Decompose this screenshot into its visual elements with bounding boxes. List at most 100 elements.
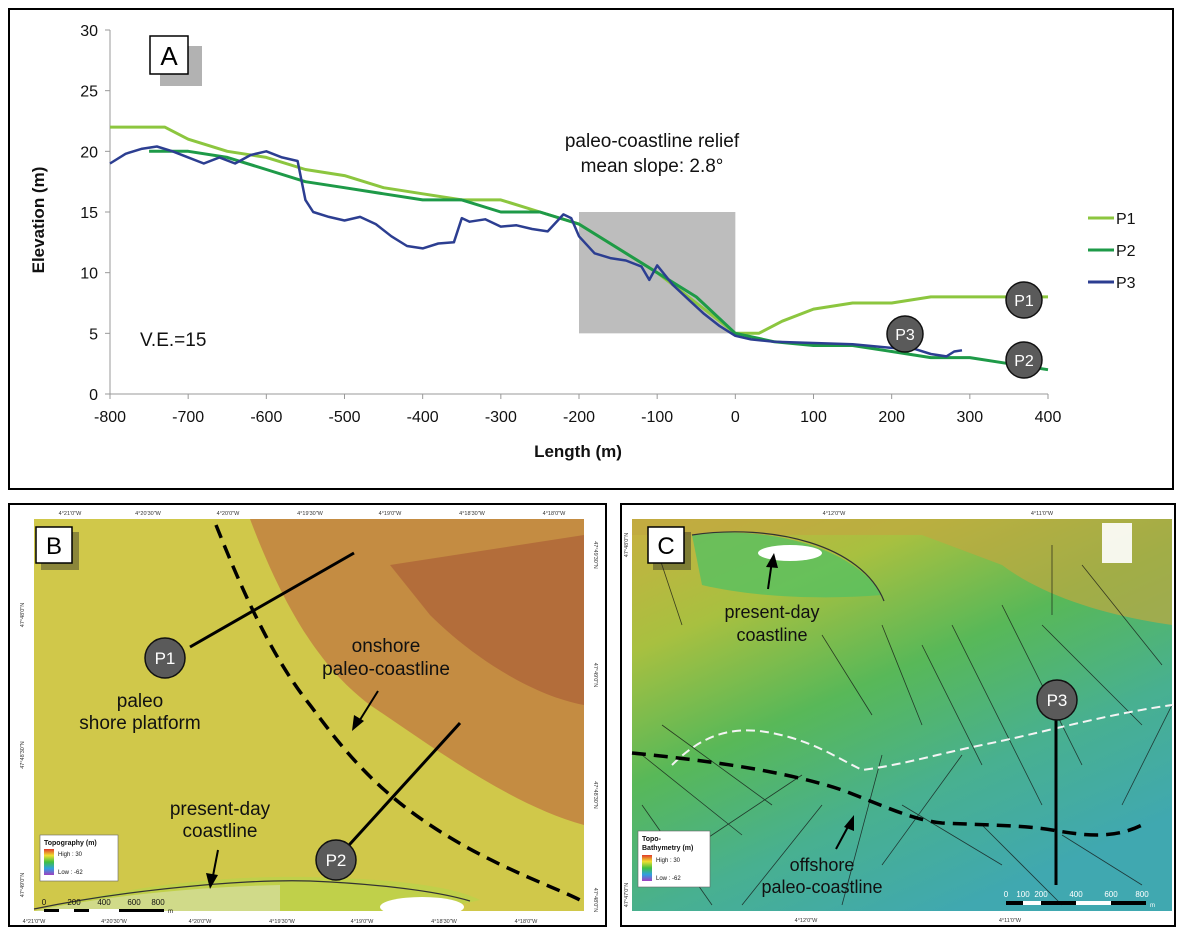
map-b-left-coord-2: 47°49'0"N <box>20 873 26 897</box>
x-tick-label: 0 <box>731 409 740 426</box>
marker-p3-label: P3 <box>895 327 915 344</box>
legend-label-p2: P2 <box>1116 243 1136 260</box>
map-c-fault-lines <box>641 534 1173 906</box>
map-c-marker-p3: P3 <box>1036 679 1078 721</box>
chart-legend: P1 P2 P3 <box>1088 211 1136 292</box>
y-tick-label: 25 <box>80 84 98 101</box>
map-c-white-block <box>1102 523 1132 563</box>
map-b-bottom-coord-3: 4°19'30"W <box>269 919 295 925</box>
map-b-marker-p1-label: P1 <box>155 649 176 668</box>
map-c-scale-200: 200 <box>1034 890 1048 899</box>
x-tick-label: -600 <box>250 409 282 426</box>
map-b-legend-low: Low : -62 <box>58 870 83 876</box>
offshore-text-2: paleo-coastline <box>761 877 882 897</box>
topography-map-svg: P1 P2 paleo shore platform onshore paleo… <box>20 511 598 925</box>
map-c-top-coord-1: 4°11'0"W <box>1031 511 1054 517</box>
y-tick-label: 20 <box>80 144 98 161</box>
map-b-marker-p2-label: P2 <box>326 851 347 870</box>
map-c-bottom-coord-0: 4°12'0"W <box>795 918 818 924</box>
y-tick-label: 0 <box>89 387 98 404</box>
map-c-land-area <box>632 519 1172 625</box>
panel-c-label-box <box>647 526 685 564</box>
map-b-right-coord-3: 47°48'0"N <box>592 888 598 912</box>
map-b-marker-p1: P1 <box>144 637 186 679</box>
onshore-arrow-shaft <box>357 690 379 724</box>
panel-b-topography-map: P1 P2 paleo shore platform onshore paleo… <box>8 503 607 927</box>
paleo-platform-text-1: paleo <box>117 691 164 712</box>
panel-a-label-box <box>149 35 189 75</box>
map-b-right-coord-0: 47°49'30"N <box>592 541 598 569</box>
relief-annotation-line2: mean slope: 2.8° <box>581 156 724 177</box>
panel-a-label: A <box>160 41 178 71</box>
relief-annotation-line1: paleo-coastline relief <box>565 131 740 152</box>
fault-line <box>661 724 773 806</box>
fault-line <box>881 754 963 866</box>
fault-line <box>1041 624 1143 726</box>
profile-chart-svg: -800 -700 -600 -500 -400 -300 -200 -100 0 100 200 3… <box>29 23 1136 461</box>
map-c-left-coord-1: 47°47'0"N <box>624 883 630 907</box>
present-c-text-2: coastline <box>736 625 807 645</box>
marker-p2-label: P2 <box>1014 353 1034 370</box>
map-c-bay <box>692 532 882 598</box>
map-c-legend-low: Low : -62 <box>656 876 681 882</box>
map-b-coastline-line <box>33 880 471 910</box>
map-b-scale-400: 400 <box>97 898 111 907</box>
onshore-text-1: onshore <box>352 636 421 657</box>
y-tick-label: 10 <box>80 266 98 283</box>
x-tick-label: -500 <box>328 409 360 426</box>
map-b-top-coord-5: 4°18'30"W <box>459 511 485 517</box>
x-tick-label: 200 <box>878 409 905 426</box>
x-tick-label: -400 <box>407 409 439 426</box>
map-b-top-coord-6: 4°18'0"W <box>543 511 566 517</box>
present-arrow-head <box>206 873 218 889</box>
map-b-scale-unit: m <box>168 909 173 915</box>
map-b-scale-200: 200 <box>67 898 81 907</box>
x-axis-title: Length (m) <box>534 442 622 461</box>
map-b-scale-bar-seg <box>59 909 74 912</box>
marker-p3: P3 <box>886 315 924 353</box>
marker-p1: P1 <box>1005 281 1043 319</box>
map-b-scale-bar: 0 200 400 600 800 m <box>42 898 173 915</box>
map-c-coords: 4°12'0"W 4°11'0"W 4°12'0"W 4°11'0"W 47°4… <box>624 511 1054 924</box>
map-c-legend-title-1: Topo- <box>642 836 662 843</box>
fault-line <box>1121 704 1173 806</box>
map-b-marker-p1-circle <box>144 637 186 679</box>
profile-p2-line <box>338 721 462 857</box>
vertical-exaggeration-label: V.E.=15 <box>140 330 206 351</box>
map-c-left-coord-0: 47°48'0"N <box>624 533 630 557</box>
map-b-scale-800: 800 <box>151 898 165 907</box>
present-text-2: coastline <box>183 821 258 842</box>
map-b-bottom-coord-1: 4°20'30"W <box>101 919 127 925</box>
map-b-marker-p2: P2 <box>315 839 357 881</box>
offshore-text-1: offshore <box>790 855 855 875</box>
map-b-top-coord-1: 4°20'30"W <box>135 511 161 517</box>
profile-p1-line <box>189 551 355 649</box>
map-c-marker-p3-label: P3 <box>1047 691 1068 710</box>
series-layer <box>109 125 1049 372</box>
x-tick-label: 400 <box>1035 409 1062 426</box>
map-c-scale-600: 600 <box>1104 890 1118 899</box>
fault-line <box>1081 564 1163 666</box>
map-b-top-coord-3: 4°19'30"W <box>297 511 323 517</box>
y-axis-title: Elevation (m) <box>29 167 48 274</box>
tick-labels: -800 -700 -600 -500 -400 -300 -200 -100 0 100 200 3… <box>80 23 1061 426</box>
series-line-p3 <box>109 145 963 358</box>
offshore-paleo-coastline-line <box>631 751 1143 837</box>
map-c-legend-ramp <box>642 855 652 881</box>
map-c-legend-high: High : 30 <box>656 858 681 864</box>
fault-line <box>1061 834 1143 886</box>
marker-p1-circle <box>1005 281 1043 319</box>
map-c-white-patch <box>758 545 822 561</box>
fault-line <box>741 804 823 906</box>
x-tick-label: -100 <box>641 409 673 426</box>
map-c-scale-bar-seg2 <box>1076 901 1111 905</box>
x-tick-label: -700 <box>172 409 204 426</box>
map-b-bottom-coord-0: 4°21'0"W <box>23 919 46 925</box>
x-tick-label: -300 <box>485 409 517 426</box>
map-c-scale-bar-seg <box>1023 901 1041 905</box>
map-c-scale-800: 800 <box>1135 890 1149 899</box>
map-c-white-dashed-line <box>671 704 1173 772</box>
map-c-coastline <box>691 531 885 602</box>
x-tick-label: 100 <box>800 409 827 426</box>
map-b-left-coord-0: 47°48'0"N <box>20 603 26 627</box>
